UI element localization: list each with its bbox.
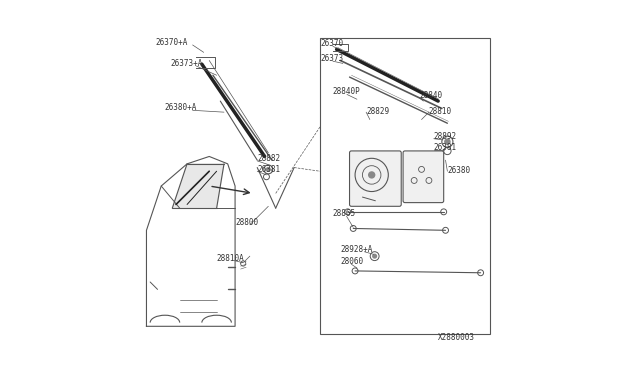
Text: 26373+A: 26373+A [170,59,203,68]
Text: 26370: 26370 [320,39,343,48]
Text: 28840P: 28840P [333,87,361,96]
Text: 28865: 28865 [333,209,356,218]
Text: 28060: 28060 [340,257,364,266]
Text: 28800: 28800 [235,218,258,227]
Text: X2880003: X2880003 [438,333,475,342]
Text: 26380+A: 26380+A [165,103,197,112]
Circle shape [372,254,376,258]
Text: 28829: 28829 [366,107,389,116]
Text: 26373: 26373 [320,54,343,63]
Text: 28840: 28840 [420,91,443,100]
Text: 28810: 28810 [429,107,452,116]
Text: 28928+A: 28928+A [340,245,372,254]
Text: 26370+A: 26370+A [156,38,188,47]
Text: 26381: 26381 [434,143,457,152]
FancyBboxPatch shape [403,151,444,203]
Text: 28882: 28882 [257,154,280,163]
Text: 28892: 28892 [434,132,457,141]
Polygon shape [172,164,224,208]
FancyBboxPatch shape [349,151,401,206]
Bar [320,38,490,334]
Text: 26380: 26380 [447,166,470,175]
Circle shape [368,171,376,179]
Text: 26381: 26381 [257,165,280,174]
Circle shape [445,139,450,144]
Text: 28810A: 28810A [216,254,244,263]
Circle shape [266,167,270,171]
